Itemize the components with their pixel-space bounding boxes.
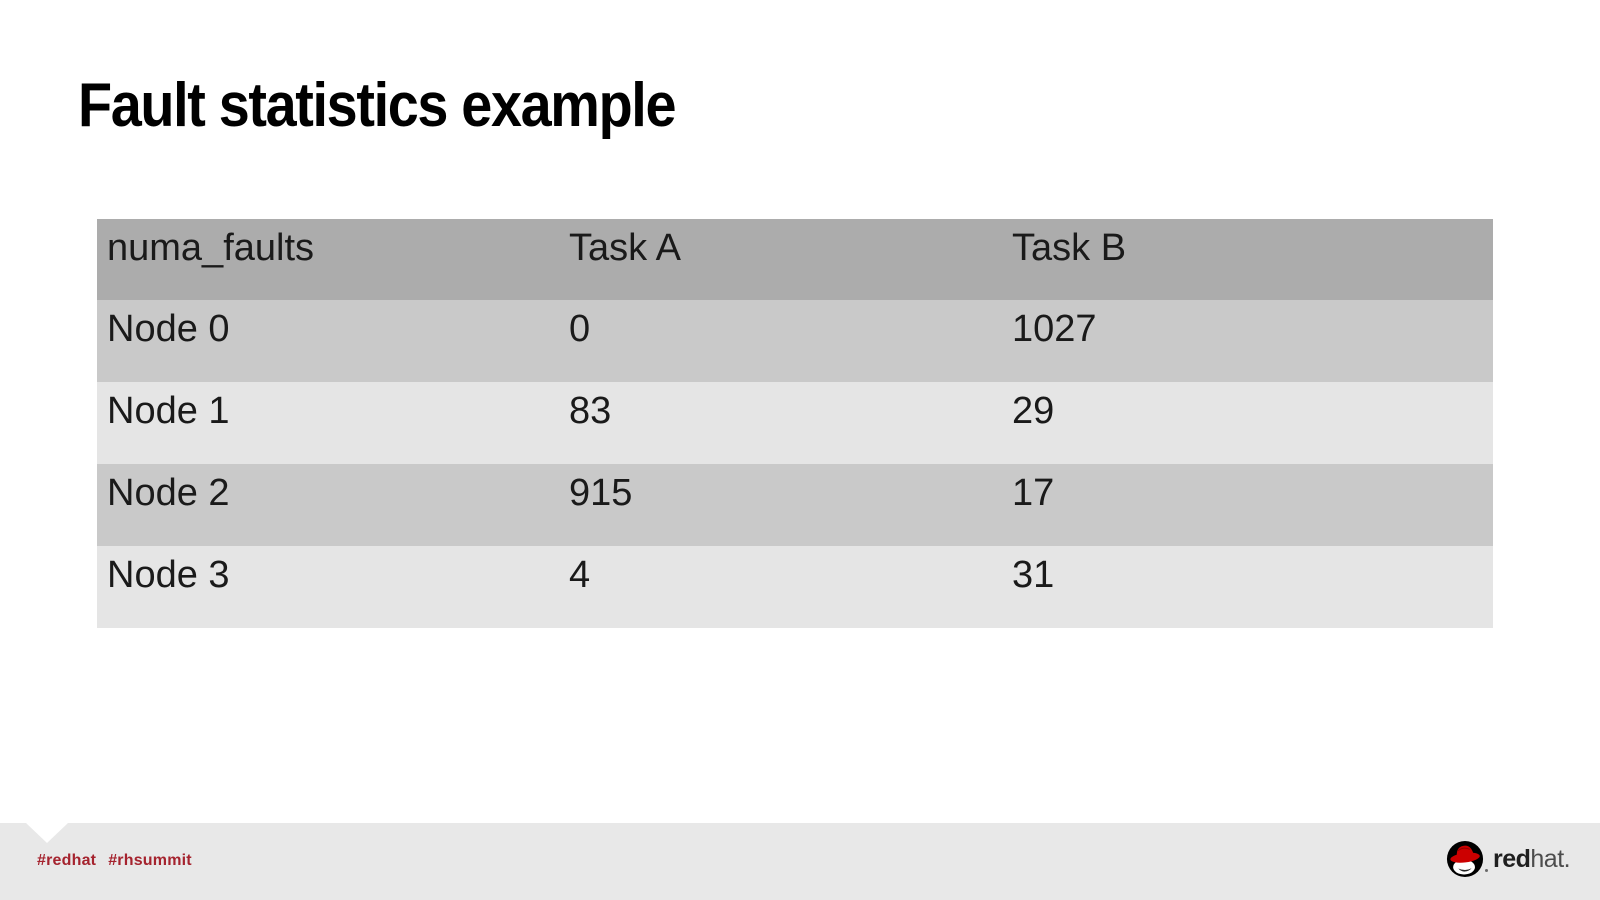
- table-cell-task-a-value: 0: [569, 308, 591, 350]
- table-cell-task-a-value: 915: [569, 472, 633, 514]
- redhat-wordmark-period: .: [1563, 845, 1571, 873]
- table-cell-task-b-value: 29: [1012, 390, 1055, 432]
- redhat-shadowman-icon: [1446, 840, 1484, 878]
- slide-title: Fault statistics example: [78, 71, 676, 140]
- table-cell-task-a-value: 4: [569, 554, 591, 596]
- hashtag-redhat: #redhat: [37, 852, 97, 869]
- redhat-wordmark-hat: hat: [1530, 845, 1564, 873]
- table-row: Node 2 915 17: [97, 464, 1493, 546]
- table-cell-task-b-value: 1027: [1012, 308, 1097, 350]
- table-cell-task-a-value: 83: [569, 390, 612, 432]
- table-cell-task-b-value: 31: [1012, 554, 1055, 596]
- registered-mark-dot: [1485, 869, 1488, 872]
- redhat-wordmark: redhat.: [1493, 840, 1571, 878]
- table-cell-node: Node 0: [107, 308, 230, 350]
- table-cell-node: Node 1: [107, 390, 230, 432]
- table-cell-task-b-value: 17: [1012, 472, 1055, 514]
- table-header-row: numa_faults Task A Task B: [97, 219, 1493, 300]
- table-row: Node 3 4 31: [97, 546, 1493, 628]
- table-cell-node: Node 3: [107, 554, 230, 596]
- redhat-wordmark-red: red: [1493, 845, 1531, 873]
- table-header-numa-faults: numa_faults: [107, 227, 315, 269]
- footer-hashtags: #redhat #rhsummit: [37, 852, 192, 870]
- table-row: Node 0 0 1027: [97, 300, 1493, 382]
- hashtag-rhsummit: #rhsummit: [108, 852, 192, 869]
- table-cell-node: Node 2: [107, 472, 230, 514]
- redhat-logo: redhat.: [1446, 840, 1571, 878]
- numa-faults-table: numa_faults Task A Task B Node 0 0 1027 …: [97, 219, 1493, 628]
- table-header-task-a: Task A: [569, 227, 681, 269]
- footer-bar: #redhat #rhsummit redhat.: [0, 823, 1600, 900]
- table-row: Node 1 83 29: [97, 382, 1493, 464]
- footer-notch-pointer: [26, 823, 68, 843]
- table-header-task-b: Task B: [1012, 227, 1127, 269]
